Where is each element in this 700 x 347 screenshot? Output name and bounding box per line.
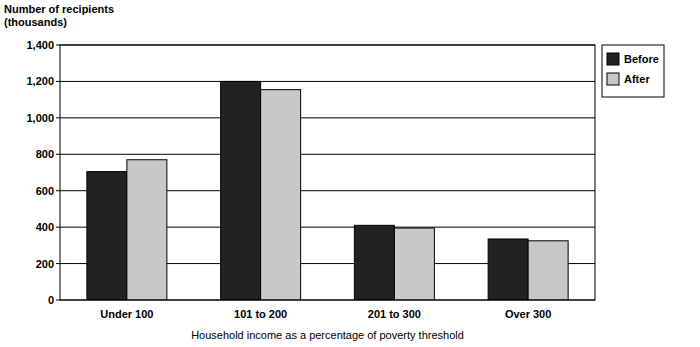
y-axis-label-line: Number of recipients [4,3,114,15]
y-tick-label: 1,000 [26,112,54,124]
x-tick-label: Over 300 [505,308,551,320]
bar [488,239,528,300]
bar [127,160,167,300]
tick-mark [56,81,60,82]
tick-mark [56,190,60,191]
tick-mark [56,300,60,301]
legend-label: After [624,73,650,85]
bar [87,172,127,300]
bar [354,225,394,300]
y-tick-label: 200 [36,258,54,270]
y-tick-label: 800 [36,148,54,160]
grid-line [60,117,595,118]
x-tick-label: Under 100 [100,308,153,320]
chart: 0 200 400 600 800 1,000 1,200 1,400 Under 100 101… [0,0,700,347]
legend-box [602,45,664,97]
tick-mark [56,154,60,155]
y-tick-label: 1,200 [26,75,54,87]
tick-mark [56,263,60,264]
legend-label: Before [624,53,659,65]
y-tick-label: 0 [48,294,54,306]
legend-swatch [607,73,619,85]
x-tick-label: 101 to 200 [234,308,287,320]
bars [87,81,568,300]
x-tick-label: 201 to 300 [368,308,421,320]
plot-frame [60,45,595,300]
bar [221,81,261,300]
legend-swatch [607,53,619,65]
y-tick-label: 1,400 [26,39,54,51]
grid-line [60,81,595,82]
bar [261,90,301,300]
bar [528,241,568,300]
y-axis-label: Number of recipients(thousands) [4,3,114,28]
y-tick-label: 600 [36,185,54,197]
bar [394,228,434,300]
tick-mark [56,45,60,46]
x-axis-label: Household income as a percentage of pove… [191,329,464,341]
tick-mark [56,227,60,228]
y-tick-label: 400 [36,221,54,233]
tick-mark [56,117,60,118]
y-axis-label-line: (thousands) [4,16,67,28]
grid-line [60,154,595,155]
